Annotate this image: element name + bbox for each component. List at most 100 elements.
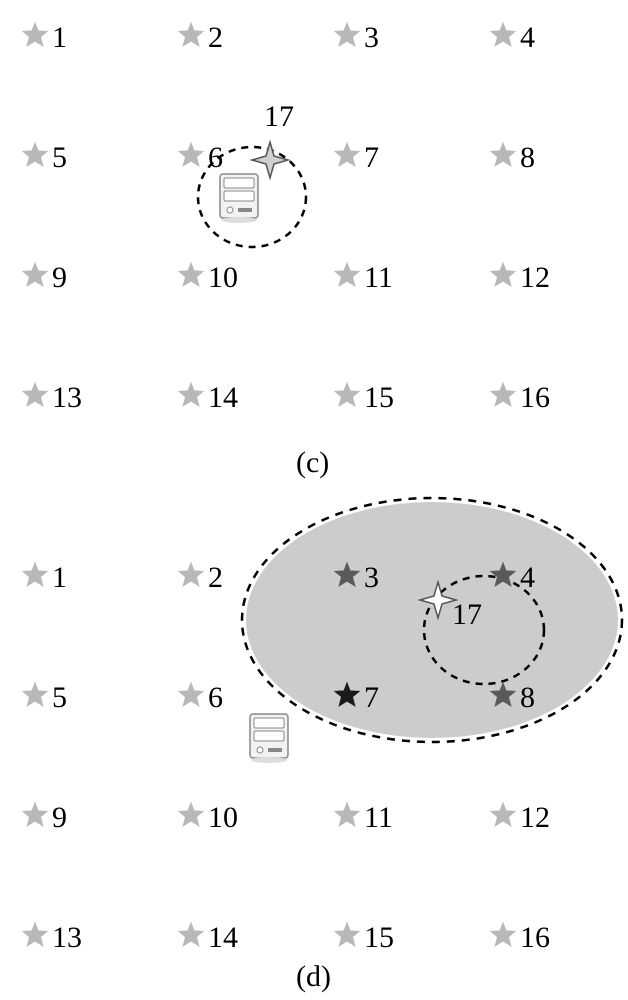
server-icon [246,708,292,764]
star-icon [488,560,518,595]
node-label: 7 [364,681,379,715]
star-icon [488,800,518,835]
grid-node: 11 [332,260,393,295]
star-icon [488,20,518,55]
star-icon [20,800,50,835]
node-label: 4 [520,21,535,55]
star-icon [20,140,50,175]
star-icon [332,920,362,955]
node-label: 12 [520,801,550,835]
star-icon [488,380,518,415]
star-icon [332,680,362,715]
grid-node: 3 [332,20,379,55]
star-icon [176,140,206,175]
grid-node: 9 [20,260,67,295]
node-label: 3 [364,21,379,55]
node-label: 11 [364,801,393,835]
star-icon [488,260,518,295]
grid-node: 12 [488,800,550,835]
star-icon [488,680,518,715]
star-icon [176,380,206,415]
panel-caption: (d) [296,960,331,994]
grid-node: 7 [332,680,379,715]
grid-node: 2 [176,20,223,55]
node-label: 2 [208,21,223,55]
star-icon [176,560,206,595]
star-icon [332,140,362,175]
node-label: 12 [520,261,550,295]
grid-node: 1 [20,20,67,55]
grid-node: 4 [488,20,535,55]
panel-caption: (c) [296,446,329,480]
node-label: 15 [364,381,394,415]
grid-node: 2 [176,560,223,595]
grid-node: 16 [488,380,550,415]
grid-node: 14 [176,380,238,415]
mobile-node-label: 17 [452,598,482,632]
grid-node: 10 [176,260,238,295]
node-label: 8 [520,141,535,175]
grid-node: 13 [20,380,82,415]
node-label: 6 [208,141,223,175]
star-icon [20,260,50,295]
grid-node: 16 [488,920,550,955]
star-icon [176,680,206,715]
node-label: 9 [52,261,67,295]
figure-canvas: 1 2 3 4 5 6 7 8 9 10 11 12 13 14 15 16 1… [0,0,628,1000]
grid-node: 5 [20,680,67,715]
grid-node: 14 [176,920,238,955]
grid-node: 6 [176,140,223,175]
star-icon [488,920,518,955]
grid-node: 6 [176,680,223,715]
star-icon [20,920,50,955]
star-icon [176,20,206,55]
star-icon [20,20,50,55]
grid-node: 13 [20,920,82,955]
star-icon [332,380,362,415]
node-label: 9 [52,801,67,835]
grid-node: 3 [332,560,379,595]
node-label: 14 [208,381,238,415]
node-label: 4 [520,561,535,595]
node-label: 5 [52,141,67,175]
grid-node: 5 [20,140,67,175]
node-label: 1 [52,21,67,55]
star-icon [176,800,206,835]
node-label: 11 [364,261,393,295]
star-icon [20,680,50,715]
node-label: 15 [364,921,394,955]
node-label: 10 [208,801,238,835]
grid-node: 9 [20,800,67,835]
star-icon [332,560,362,595]
node-label: 6 [208,681,223,715]
grid-node: 1 [20,560,67,595]
grid-node: 12 [488,260,550,295]
star-icon [488,140,518,175]
star-icon [176,260,206,295]
node-label: 13 [52,381,82,415]
grid-node: 8 [488,140,535,175]
node-label: 16 [520,921,550,955]
node-label: 1 [52,561,67,595]
node-label: 7 [364,141,379,175]
grid-node: 15 [332,920,394,955]
star-icon [332,800,362,835]
star-icon [176,920,206,955]
node-label: 5 [52,681,67,715]
node-label: 13 [52,921,82,955]
star-icon [20,560,50,595]
node-label: 8 [520,681,535,715]
node-label: 16 [520,381,550,415]
grid-node: 10 [176,800,238,835]
grid-node: 11 [332,800,393,835]
grid-node: 8 [488,680,535,715]
star-icon [332,20,362,55]
node-label: 2 [208,561,223,595]
grid-node: 4 [488,560,535,595]
grid-node: 7 [332,140,379,175]
grid-node: 15 [332,380,394,415]
mobile-node-icon [250,140,290,185]
node-label: 14 [208,921,238,955]
mobile-node-label: 17 [264,100,294,134]
node-label: 10 [208,261,238,295]
